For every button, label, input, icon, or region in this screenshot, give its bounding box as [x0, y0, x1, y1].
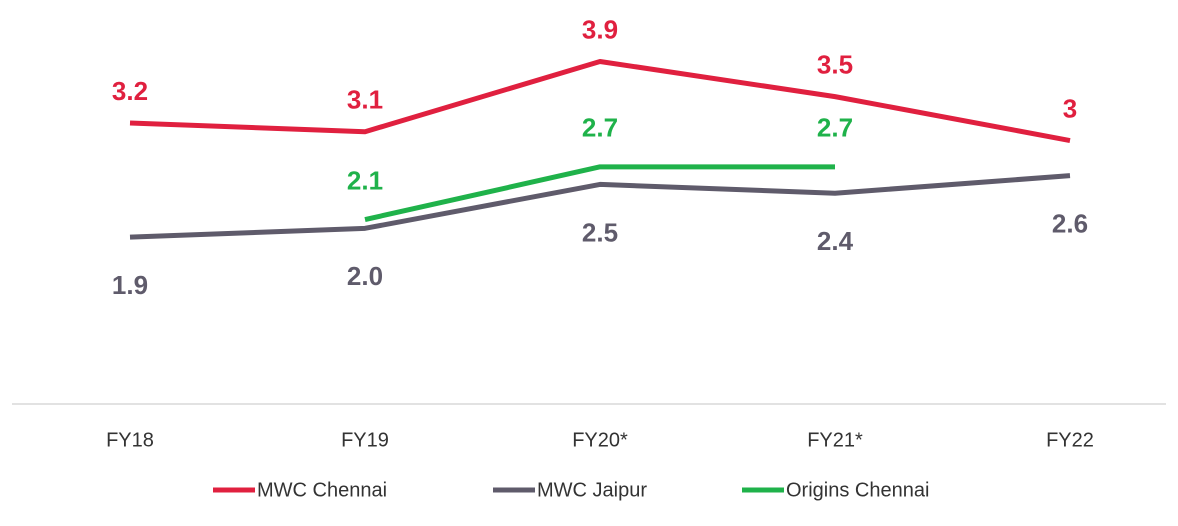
data-label: 3	[1063, 93, 1077, 123]
data-label: 2.0	[347, 261, 383, 291]
data-label: 2.6	[1052, 209, 1088, 239]
series-line	[364, 164, 835, 223]
x-tick-label: FY21*	[807, 429, 863, 451]
data-label: 2.4	[817, 226, 854, 256]
data-label: 3.1	[347, 85, 383, 115]
data-label: 2.5	[582, 217, 618, 247]
legend-label: Origins Chennai	[786, 479, 929, 501]
legend-label: MWC Chennai	[257, 479, 387, 501]
x-tick-label: FY20*	[572, 429, 628, 451]
x-tick-label: FY18	[106, 429, 154, 451]
data-label: 3.5	[817, 49, 853, 79]
data-label: 1.9	[112, 270, 148, 300]
data-label: 3.2	[112, 76, 148, 106]
x-tick-label: FY22	[1046, 429, 1094, 451]
legend-label: MWC Jaipur	[537, 479, 647, 501]
data-label: 2.1	[347, 165, 383, 195]
series-line	[129, 58, 1071, 143]
series-line	[129, 173, 1071, 240]
data-label: 3.9	[582, 14, 618, 44]
x-tick-label: FY19	[341, 429, 389, 451]
data-label: 2.7	[582, 113, 618, 143]
data-label: 2.7	[817, 113, 853, 143]
